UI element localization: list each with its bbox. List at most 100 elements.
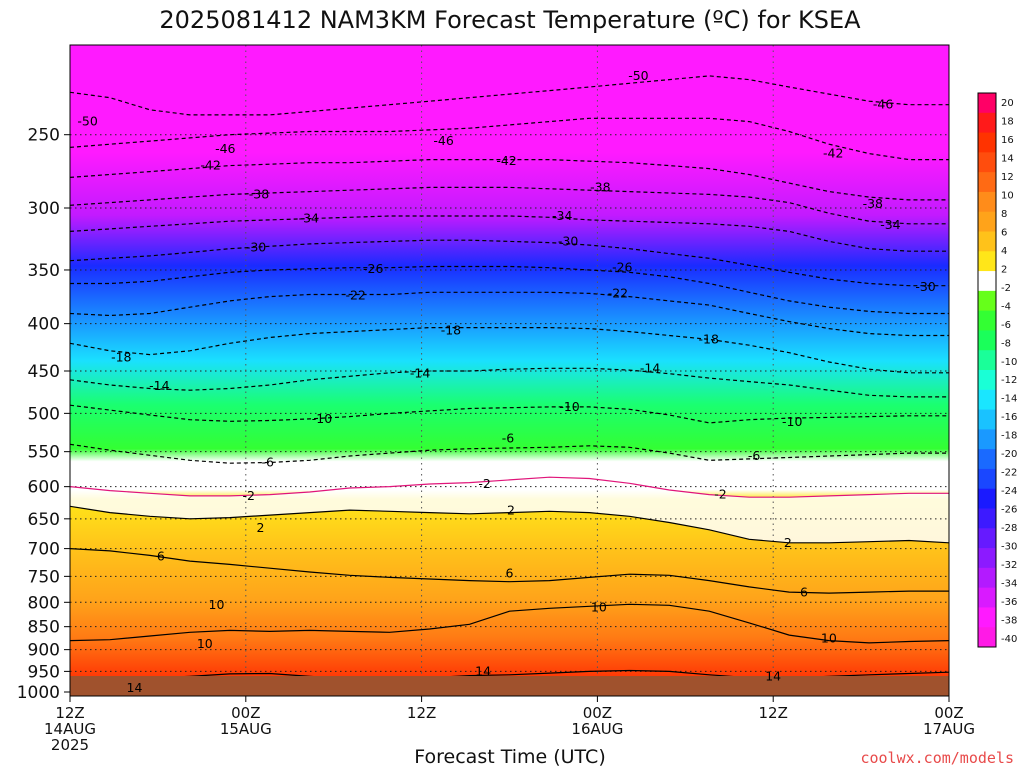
contour-label: -42 (823, 146, 843, 161)
colorbar-label: 6 (1001, 228, 1007, 239)
colorbar-label: 8 (1001, 209, 1007, 220)
colorbar-segment (978, 468, 996, 490)
colorbar-label: -36 (1001, 597, 1017, 608)
colorbar-segment (978, 271, 996, 292)
colorbar-label: 12 (1001, 172, 1014, 183)
colorbar-segment (978, 449, 996, 470)
colorbar-label: -16 (1001, 412, 1017, 423)
contour-label: -34 (299, 211, 319, 226)
pressure-tick-label: 800 (28, 593, 60, 613)
colorbar-label: -26 (1001, 505, 1017, 516)
contour-label: -22 (608, 285, 628, 300)
contour-label: -38 (590, 179, 610, 194)
time-tick-label: 16AUG (571, 720, 623, 738)
contour-label: 14 (127, 680, 143, 695)
colorbar-label: -8 (1001, 338, 1011, 349)
pressure-tick-label: 250 (28, 126, 60, 146)
colorbar-label: 16 (1001, 135, 1014, 146)
contour-label: -42 (200, 158, 220, 173)
contour-label: 14 (475, 663, 491, 678)
colorbar-segment (978, 409, 996, 430)
pressure-tick-label: 900 (28, 641, 60, 661)
contour-label: 10 (197, 636, 213, 651)
colorbar-label: -12 (1001, 375, 1017, 386)
pressure-tick-label: 300 (28, 199, 60, 219)
contour-label: -6 (502, 430, 515, 445)
contour-label: -30 (558, 233, 578, 248)
plot-area: -50 -50 -46 -46 -46 -42 -42 -42 -38 -38 -38 -34 -34 -… (69, 44, 950, 697)
contour-label: -38 (249, 186, 269, 201)
time-tick-label: 00Z (583, 704, 612, 722)
contour-label: -30 (246, 240, 266, 255)
colorbar-label: 2 (1001, 264, 1007, 275)
colorbar-label: -14 (1001, 394, 1017, 405)
contour-line-minus-30 (70, 239, 949, 287)
contour-label: -2 (714, 487, 726, 502)
colorbar-segment (978, 508, 996, 529)
pressure-tick-label: 500 (28, 404, 60, 424)
contour-label: -10 (782, 414, 802, 429)
colorbar-segment (978, 231, 996, 252)
contour-label: -34 (552, 208, 572, 223)
contour-line-minus-26 (70, 265, 949, 315)
contour-line-2 (70, 505, 949, 544)
contour-line-minus-6 (70, 443, 949, 464)
time-tick-label: 17AUG (923, 720, 975, 738)
colorbar-segment (978, 528, 996, 549)
contour-label: 10 (821, 630, 837, 645)
colorbar-label: -40 (1001, 634, 1017, 645)
contour-label: -34 (880, 217, 900, 232)
colorbar-border (977, 92, 997, 648)
time-tick-label: 2025 (51, 736, 89, 754)
contour-label: 2 (784, 535, 792, 550)
contour-label: -26 (612, 260, 632, 275)
colorbar-segment (978, 310, 996, 331)
contour-label: 6 (506, 566, 514, 581)
colorbar-label: -24 (1001, 486, 1017, 497)
contour-label: 2 (507, 503, 515, 518)
contour-label: -30 (915, 279, 935, 294)
colorbar-segment (978, 607, 996, 628)
time-tick-label: 15AUG (220, 720, 272, 738)
colorbar-segment (978, 488, 996, 509)
pressure-tick-label: 650 (28, 510, 60, 530)
contour-line-minus-50 (70, 75, 949, 116)
colorbar-segment (978, 211, 996, 232)
contour-label: 10 (209, 597, 225, 612)
colorbar-label: -20 (1001, 449, 1017, 460)
colorbar-segment (978, 290, 996, 312)
colorbar-segment (978, 429, 996, 450)
colorbar-segment (978, 370, 996, 391)
contour-label: 6 (800, 585, 808, 600)
contour-label: 14 (765, 668, 781, 683)
contour-label: -22 (345, 288, 365, 303)
contour-label: 6 (157, 549, 165, 564)
time-tick-label: 12Z (759, 704, 788, 722)
contour-line-minus-46 (70, 117, 949, 161)
contour-line-minus-22 (70, 291, 949, 337)
contour-label: -2 (478, 476, 490, 491)
contour-label: -50 (77, 114, 97, 129)
contour-line-6 (70, 548, 949, 594)
colorbar-label: -10 (1001, 357, 1017, 368)
contour-label: -18 (699, 331, 719, 346)
pressure-axis: 250 300 350 400 450 500 550 600 650 700 750 800 850 9… (17, 126, 70, 703)
contour-line-minus-2 (70, 476, 949, 498)
pressure-tick-label: 550 (28, 443, 60, 463)
colorbar-segment (978, 567, 996, 589)
contour-label: 10 (591, 599, 607, 614)
contour-line-minus-10 (70, 404, 949, 424)
colorbar-segment (978, 152, 996, 173)
colorbar-segment (978, 548, 996, 569)
colorbar-segment (978, 587, 996, 608)
chart-title: 2025081412 NAM3KM Forecast Temperature (… (159, 6, 861, 34)
contour-line-minus-14 (70, 367, 949, 398)
pressure-tick-label: 400 (28, 315, 60, 335)
colorbar-segment (978, 112, 996, 134)
contour-label: -14 (640, 360, 660, 375)
contour-line-10 (70, 603, 949, 644)
colorbar-segment (978, 251, 996, 272)
ground-below-surface (70, 676, 949, 696)
colorbar-label: 10 (1001, 191, 1014, 202)
